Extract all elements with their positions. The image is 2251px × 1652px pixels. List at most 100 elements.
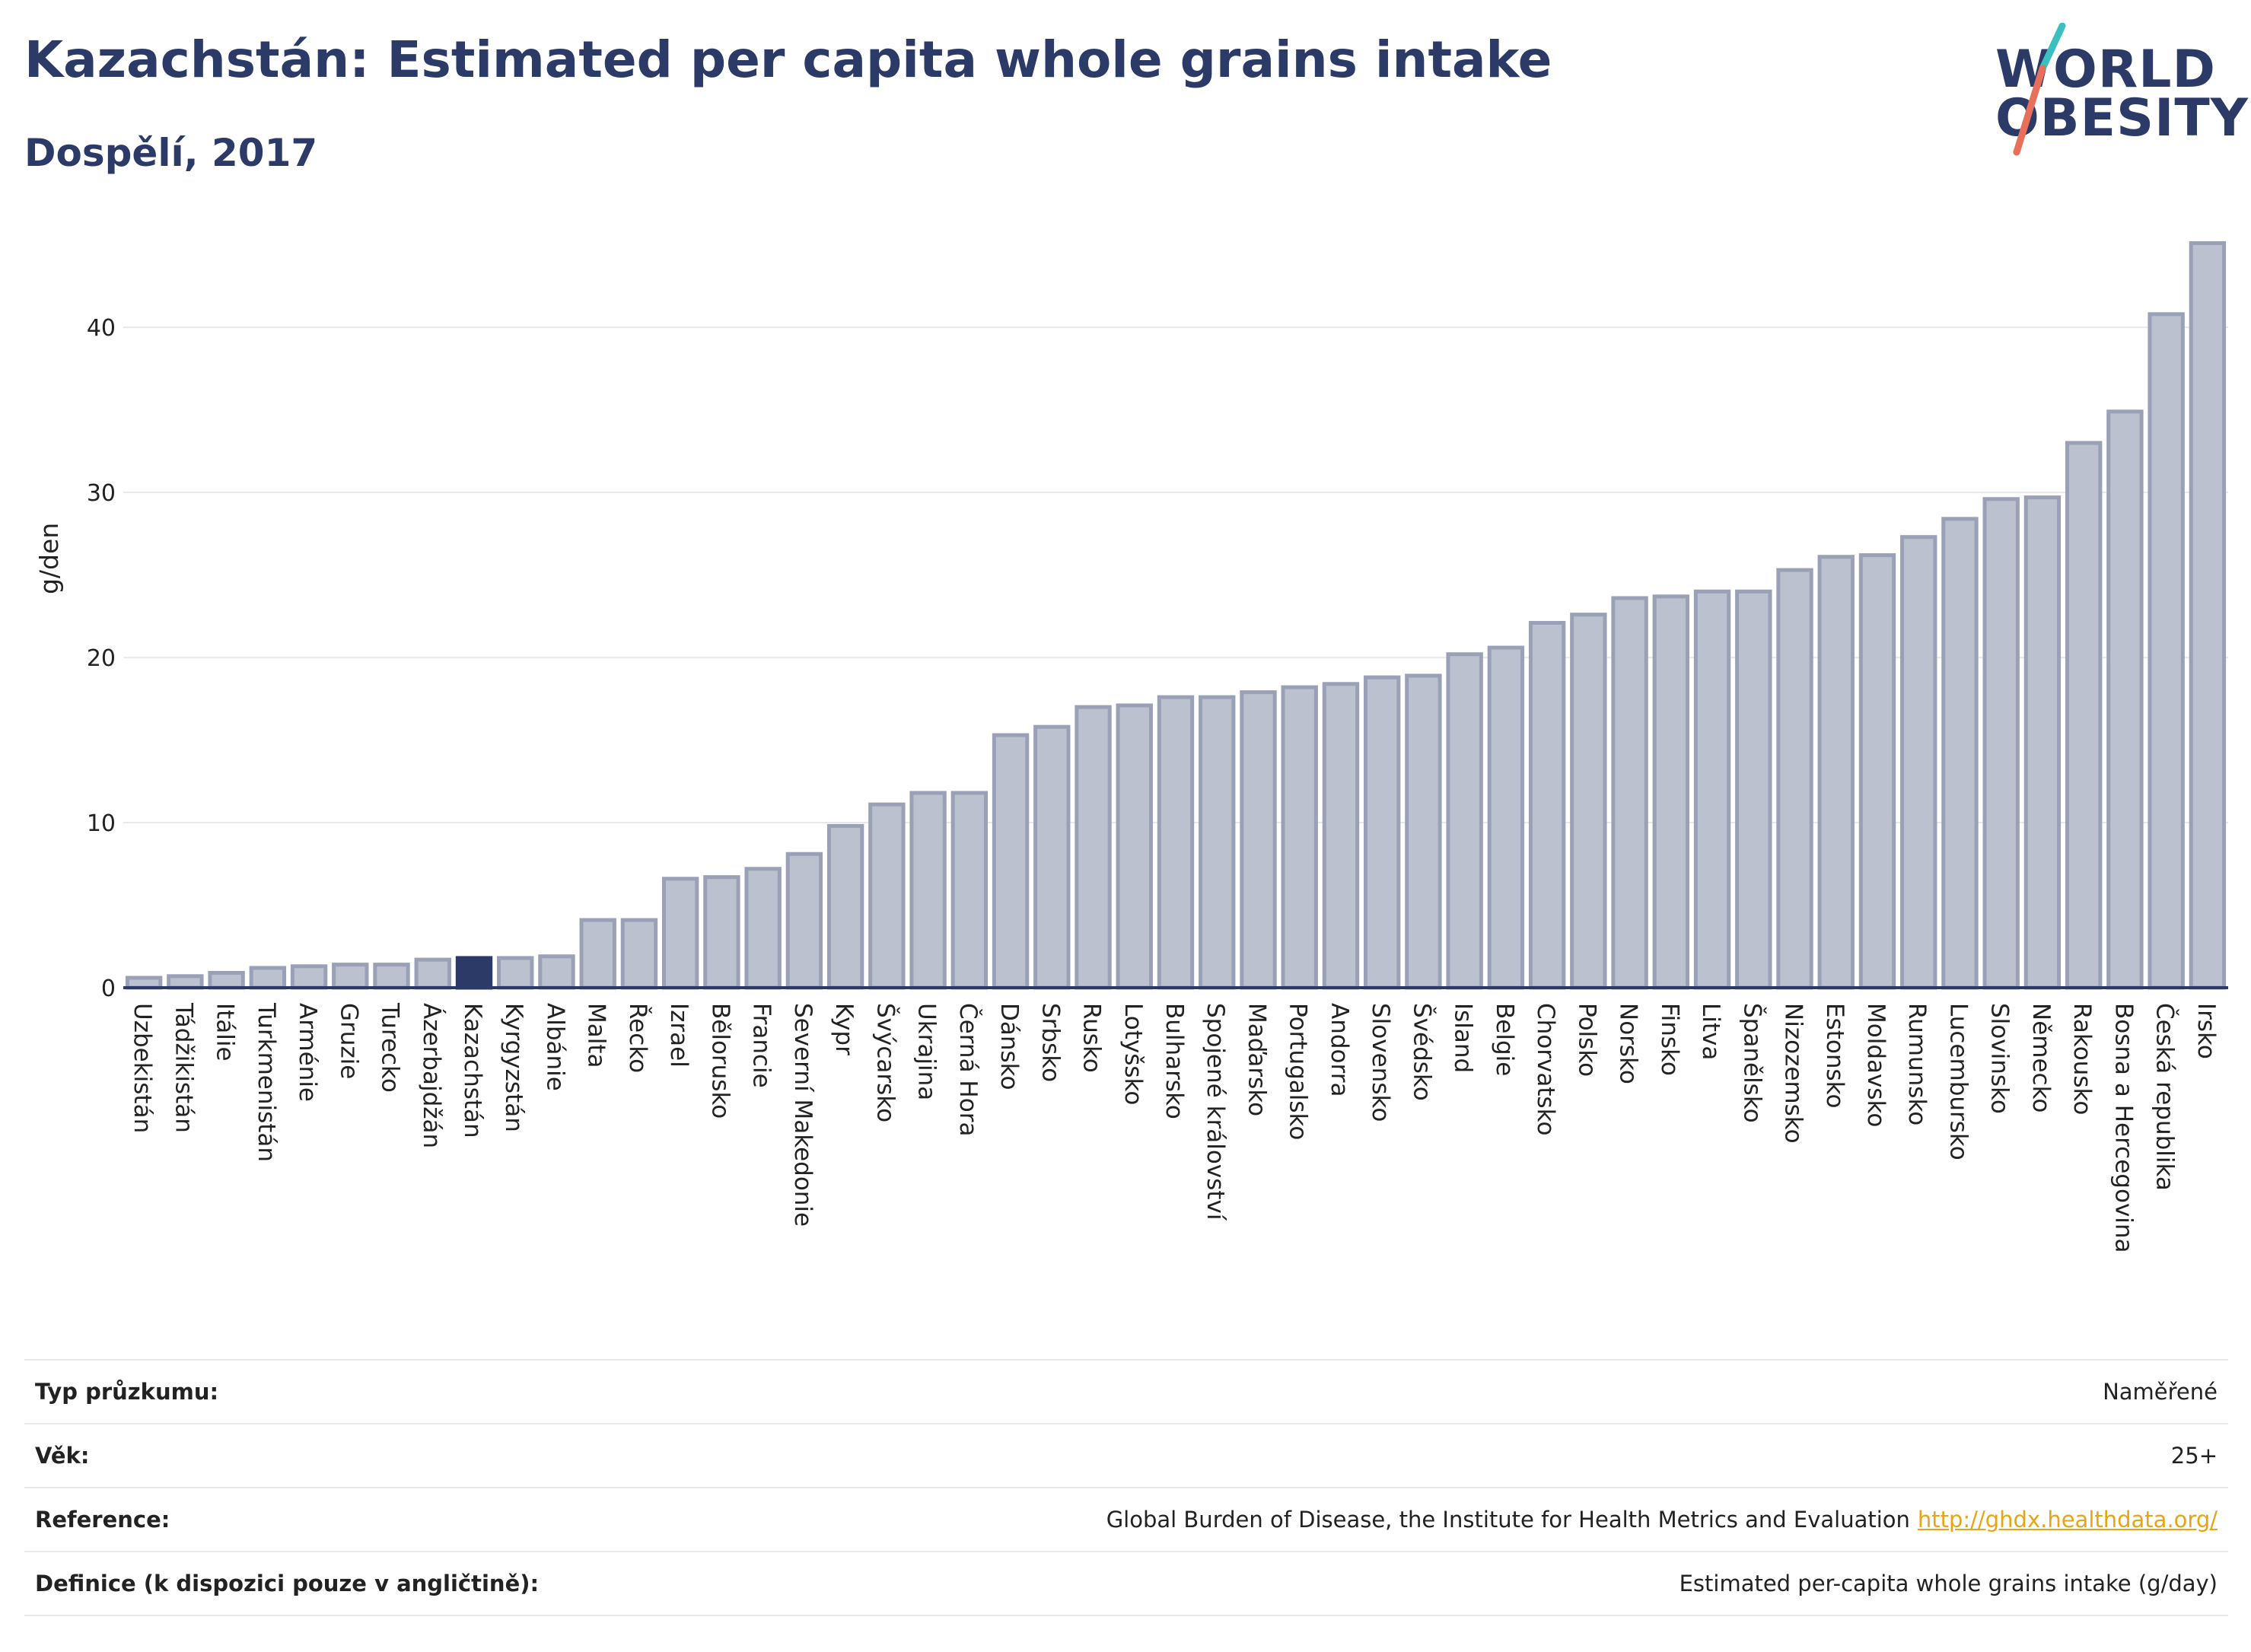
x-tick-label: Tádžikistán [170, 1002, 197, 1133]
reference-text: Global Burden of Disease, the Institute … [1106, 1507, 1910, 1533]
x-tick-label: Albánie [541, 1003, 568, 1091]
x-tick-label: Slovinsko [1986, 1003, 2014, 1114]
x-tick-label: Arménie [294, 1003, 321, 1102]
x-tick-label: Chorvatsko [1532, 1003, 1559, 1135]
x-tick-label: Severní Makedonie [789, 1003, 817, 1227]
bar-estonsko [1817, 555, 1855, 990]
x-tick-label: Rakousko [2068, 1003, 2096, 1115]
x-tick-label: Polsko [1573, 1003, 1600, 1077]
x-axis-labels: Uzbekistán Tádžikistán Itálie Turkmenistán A… [129, 1002, 2220, 1253]
bar-lucembursko [1941, 517, 1979, 990]
x-tick-label: Uzbekistán [129, 1003, 156, 1133]
x-tick-label: Kazachstán [459, 1003, 486, 1138]
meta-value: Global Burden of Disease, the Institute … [1106, 1507, 2228, 1533]
bar-rumunsko [1900, 535, 1937, 990]
bar-turkmenistán [249, 966, 287, 990]
bar-rusko [1075, 705, 1112, 990]
bar-kypr [826, 823, 864, 990]
bar-španělsko [1735, 589, 1772, 990]
world-obesity-logo: WORLD OBESITY [1979, 23, 2248, 160]
bar-dánsko [992, 733, 1030, 990]
y-axis-title: g/den [34, 523, 64, 594]
x-tick-label: Ázerbajdžán [418, 1003, 445, 1148]
bar-švýcarsko [868, 802, 906, 990]
x-tick-label: Spojené království [1202, 1003, 1229, 1221]
y-tick-label: 10 [87, 810, 116, 837]
bar-bosna-a-hercegovina [2106, 409, 2144, 990]
bar-spojené-království [1199, 695, 1236, 990]
x-tick-label: Malta [583, 1003, 610, 1068]
bar-ukrajina [909, 791, 947, 990]
bar-norsko [1611, 596, 1648, 990]
bar-finsko [1652, 594, 1690, 990]
x-tick-label: Lucembursko [1944, 1003, 1972, 1160]
bar-bulharsko [1157, 695, 1195, 990]
x-tick-label: Švédsko [1408, 1003, 1436, 1101]
x-tick-label: Česká republika [2151, 1003, 2179, 1191]
x-tick-label: Lotyšsko [1119, 1003, 1147, 1105]
bar-malta [579, 918, 616, 990]
meta-row-age: Věk: 25+ [24, 1423, 2228, 1487]
x-tick-label: Island [1450, 1003, 1477, 1073]
x-tick-label: Andorra [1326, 1003, 1353, 1097]
bar-švédsko [1405, 673, 1442, 990]
x-tick-label: Dánsko [995, 1003, 1023, 1090]
metadata-table: Typ průzkumu: Naměřené Věk: 25+ Referenc… [24, 1359, 2228, 1616]
bar-island [1446, 652, 1483, 990]
chart-title: Kazachstán: Estimated per capita whole g… [24, 30, 1552, 89]
x-tick-label: Kyrgyzstán [500, 1003, 527, 1132]
x-tick-label: Rumunsko [1903, 1003, 1931, 1125]
x-tick-label: Ukrajina [913, 1003, 941, 1100]
bar-rakousko [2065, 441, 2103, 990]
x-tick-label: Francie [748, 1003, 775, 1088]
bar-černá-hora [950, 791, 989, 990]
x-tick-label: Švýcarsko [871, 1003, 899, 1122]
bar-litva [1693, 589, 1731, 990]
x-tick-label: Černá Hora [954, 1003, 982, 1136]
bars [125, 241, 2227, 990]
x-tick-label: Maďarsko [1243, 1003, 1270, 1116]
y-tick-label: 40 [87, 315, 116, 342]
bar-ázerbajdžán [414, 957, 451, 990]
x-tick-label: Litva [1697, 1003, 1724, 1060]
reference-link[interactable]: http://ghdx.healthdata.org/ [1917, 1507, 2218, 1533]
y-tick-label: 20 [87, 645, 116, 672]
bar-slovensko [1363, 675, 1401, 990]
bar-maďarsko [1240, 690, 1277, 990]
bar-irsko [2189, 241, 2227, 990]
meta-key: Typ průzkumu: [35, 1379, 219, 1405]
logo-line-2: OBESITY [1995, 88, 2249, 148]
x-tick-label: Řecko [624, 1003, 651, 1073]
bar-belgie [1487, 645, 1525, 990]
bar-moldavsko [1858, 553, 1896, 990]
bar-albánie [538, 954, 575, 990]
bar-tádžikistán [167, 974, 204, 990]
meta-row-survey-type: Typ průzkumu: Naměřené [24, 1359, 2228, 1423]
bar-chorvatsko [1528, 621, 1566, 990]
bar-itálie [208, 970, 245, 990]
x-tick-label: Turecko [377, 1002, 404, 1093]
bar-kyrgyzstán [497, 956, 534, 990]
x-tick-label: Bělorusko [706, 1003, 734, 1119]
x-tick-label: Rusko [1078, 1003, 1106, 1073]
chart-subtitle: Dospělí, 2017 [24, 131, 318, 175]
bar-arménie [290, 964, 328, 990]
logo-slash-icon [2013, 23, 2066, 156]
bar-severní-makedonie [785, 851, 823, 990]
meta-value: 25+ [2170, 1443, 2218, 1469]
bar-chart: 0 10 20 30 40 Uzbekistán Tádžikistán Itálie Tur… [34, 241, 2228, 1253]
meta-key: Reference: [35, 1507, 170, 1533]
bar-srbsko [1033, 724, 1071, 990]
meta-value: Estimated per-capita whole grains intake… [1679, 1571, 2218, 1596]
y-axis-ticks: 0 10 20 30 40 [87, 315, 116, 1002]
x-tick-label: Německo [2027, 1003, 2055, 1112]
x-tick-label: Moldavsko [1862, 1003, 1890, 1127]
bar-nizozemsko [1776, 568, 1813, 990]
bar-česká-republika [2148, 312, 2185, 990]
x-tick-label: Belgie [1491, 1003, 1518, 1076]
bar-lotyšsko [1116, 703, 1153, 990]
bar-portugalsko [1281, 685, 1318, 990]
meta-key: Věk: [35, 1443, 90, 1469]
x-tick-label: Izrael [665, 1003, 692, 1068]
bar-andorra [1322, 682, 1360, 990]
